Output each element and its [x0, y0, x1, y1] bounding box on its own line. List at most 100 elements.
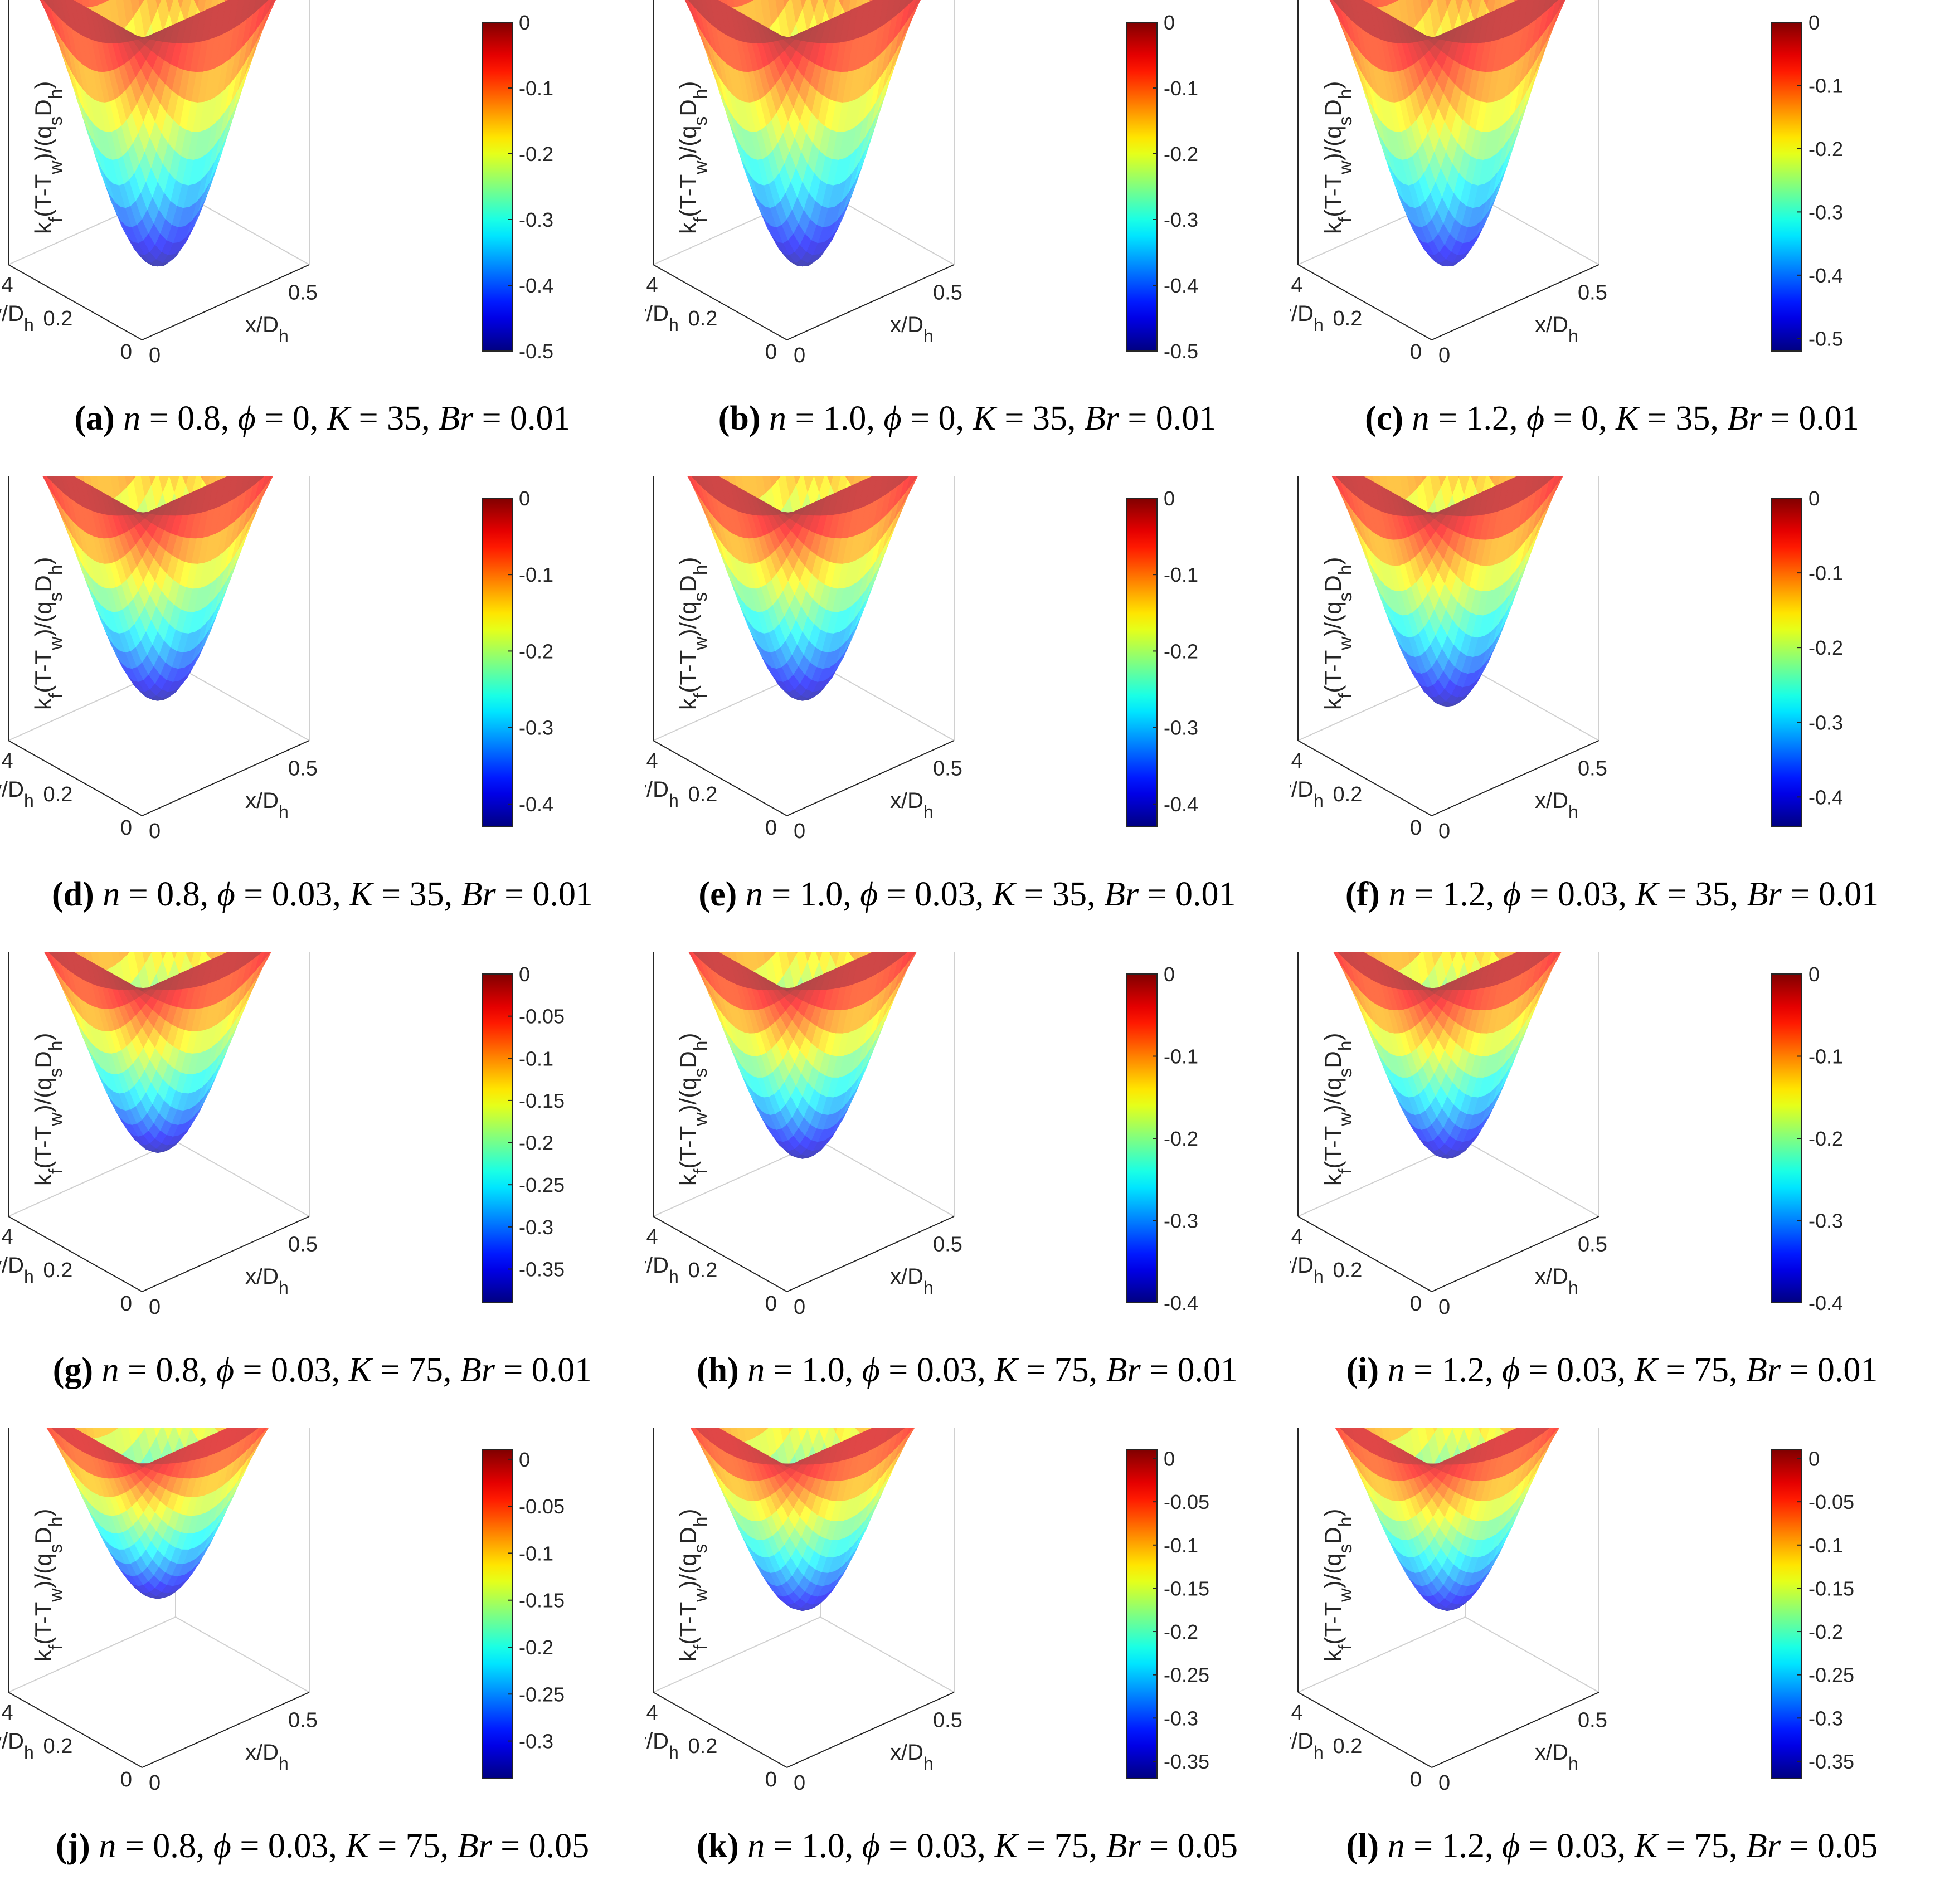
caption-i: (i) n = 1.2, ϕ = 0.03, K = 75, Br = 0.01	[1290, 1351, 1934, 1390]
z-tick-label: -0.4	[0, 194, 1, 217]
colorbar-tick-label: 0	[519, 1448, 530, 1471]
caption-n-symbol: n	[99, 1827, 116, 1865]
z-axis-label: kf(T-Tw)/(qsDh)	[30, 557, 66, 710]
ticks-k: -0.4-0.2000.500.20.4	[645, 1501, 962, 1795]
colorbar-tick-label: 0	[1164, 487, 1175, 510]
colorbar-tick-label: -0.1	[1164, 1045, 1198, 1068]
caption-letter: (b)	[718, 400, 761, 437]
colorbar-tick-label: -0.1	[1164, 563, 1198, 586]
caption-n-symbol: n	[769, 400, 786, 437]
ticks-i: -0.4-0.2000.500.20.4	[1290, 1025, 1607, 1319]
y-tick-label: 0.2	[688, 1735, 718, 1758]
surface-plot-i: -0.4-0.2000.500.20.4kf(T-Tw)/(qsDh)x/Dhy…	[1290, 952, 1843, 1319]
colorbar-tick-label: -0.3	[519, 1730, 553, 1753]
panel-b: -0.4-0.2000.500.20.4kf(T-Tw)/(qsDh)x/Dhy…	[645, 0, 1290, 476]
caption-n-value: = 1.0,	[762, 875, 860, 913]
colorbar-tick-label: -0.2	[1164, 640, 1198, 663]
caption-k-value: = 75,	[1017, 1351, 1106, 1389]
x-axis-label: x/Dh	[245, 788, 289, 822]
colorbar-tick-label: -0.1	[519, 563, 553, 586]
colorbar-tick-label: -0.4	[519, 274, 553, 297]
caption-br-symbol: Br	[1727, 400, 1762, 437]
colorbar-tick-label: -0.35	[519, 1258, 565, 1280]
surface-plot-d: -0.4-0.2000.500.20.4kf(T-Tw)/(qsDh)x/Dhy…	[0, 476, 553, 843]
y-tick-label: 0	[120, 816, 132, 840]
caption-br-symbol: Br	[439, 400, 474, 437]
caption-k-symbol: K	[327, 400, 351, 437]
colorbar-c: 0 -0.1 -0.2 -0.3 -0.4 -0.5	[1771, 11, 1843, 352]
colorbar-tick-label: -0.2	[1808, 138, 1843, 160]
colorbar-tick-label: -0.4	[1164, 274, 1198, 297]
caption-phi-value: = 0,	[1544, 400, 1616, 437]
colorbar-tick-label: 0	[1164, 11, 1175, 34]
panel-c: -0.4-0.2000.500.20.4kf(T-Tw)/(qsDh)x/Dhy…	[1290, 0, 1934, 476]
caption-d: (d) n = 0.8, ϕ = 0.03, K = 35, Br = 0.01	[0, 875, 645, 914]
caption-k-symbol: K	[1634, 1827, 1657, 1865]
caption-k-value: = 35,	[1658, 875, 1747, 913]
caption-phi-value: = 0.03,	[878, 875, 993, 913]
caption-br-symbol: Br	[461, 875, 496, 913]
z-axis-label: kf(T-Tw)/(qsDh)	[1320, 1509, 1356, 1662]
colorbar-tick-label: -0.2	[519, 640, 553, 663]
caption-n-symbol: n	[1412, 400, 1430, 437]
axis-lines-e	[653, 476, 955, 816]
colorbar-tick-label: -0.1	[1164, 77, 1198, 100]
surface-plot-k: -0.4-0.2000.500.20.4kf(T-Tw)/(qsDh)x/Dhy…	[645, 1428, 1209, 1795]
colorbar-tick-label: -0.05	[1164, 1491, 1209, 1513]
x-axis-label: x/Dh	[245, 1264, 289, 1298]
z-axis-label: kf(T-Tw)/(qsDh)	[30, 81, 66, 234]
colorbar-tick-label: -0.05	[1808, 1491, 1854, 1513]
x-axis-label: x/Dh	[1535, 313, 1578, 346]
surface-plot-b: -0.4-0.2000.500.20.4kf(T-Tw)/(qsDh)x/Dhy…	[645, 0, 1198, 367]
panel-a: -0.4-0.2000.500.20.4kf(T-Tw)/(qsDh)x/Dhy…	[0, 0, 645, 476]
caption-phi-value: = 0.03,	[234, 1351, 349, 1389]
colorbar-tick-label: -0.2	[519, 143, 553, 165]
y-axis-label: y/Dh	[0, 301, 34, 335]
caption-j: (j) n = 0.8, ϕ = 0.03, K = 75, Br = 0.05	[0, 1827, 645, 1866]
colorbar-i: 0 -0.1 -0.2 -0.3 -0.4	[1771, 963, 1843, 1314]
y-tick-label: 0.2	[1333, 1735, 1363, 1758]
x-tick-label: 0	[794, 1771, 805, 1795]
caption-phi-value: = 0.03,	[1520, 1827, 1635, 1865]
panel-g: -0.4-0.2000.500.20.4kf(T-Tw)/(qsDh)x/Dhy…	[0, 952, 645, 1428]
colorbar-tick-label: -0.3	[1164, 1707, 1198, 1730]
caption-letter: (k)	[696, 1827, 739, 1865]
caption-k-symbol: K	[1634, 1351, 1657, 1389]
surface-l	[1335, 1428, 1560, 1611]
caption-n-value: = 1.2,	[1406, 875, 1503, 913]
surface-i	[1333, 952, 1562, 1159]
surface-plot-j: -0.4-0.2000.500.20.4kf(T-Tw)/(qsDh)x/Dhy…	[0, 1428, 565, 1795]
x-tick-label: 0.5	[1578, 757, 1607, 781]
y-tick-label: 0	[1410, 816, 1422, 840]
caption-k-value: = 35,	[350, 400, 439, 437]
colorbar-b: 0 -0.1 -0.2 -0.3 -0.4 -0.5	[1126, 11, 1198, 363]
x-tick-label: 0	[149, 1771, 161, 1795]
caption-n-value: = 0.8,	[120, 875, 217, 913]
panel-f: -0.4-0.2000.500.20.4kf(T-Tw)/(qsDh)x/Dhy…	[1290, 476, 1934, 952]
z-axis-label: kf(T-Tw)/(qsDh)	[1320, 1033, 1356, 1186]
caption-phi-value: = 0.03,	[231, 1827, 346, 1865]
caption-n-value: = 1.2,	[1404, 1827, 1503, 1865]
y-tick-label: 0	[765, 816, 777, 840]
colorbar-tick-label: -0.15	[1164, 1577, 1209, 1600]
surface-c	[1329, 0, 1565, 267]
caption-letter: (l)	[1346, 1827, 1379, 1865]
y-axis-label: y/Dh	[645, 1253, 679, 1287]
x-tick-label: 0.5	[288, 281, 318, 305]
z-tick-label: -0.4	[0, 1146, 1, 1169]
panel-h: -0.4-0.2000.500.20.4kf(T-Tw)/(qsDh)x/Dhy…	[645, 952, 1290, 1428]
caption-e: (e) n = 1.0, ϕ = 0.03, K = 35, Br = 0.01	[645, 875, 1290, 914]
caption-br-value: = 0.01	[494, 1351, 592, 1389]
y-tick-label: 0.4	[645, 749, 658, 773]
caption-phi-symbol: ϕ	[1526, 400, 1545, 437]
colorbar-tick-label: -0.3	[1808, 711, 1843, 734]
y-axis-label: y/Dh	[1290, 1729, 1324, 1762]
surface-g	[43, 952, 271, 1153]
caption-k-value: = 35,	[995, 400, 1085, 437]
x-axis-label: x/Dh	[890, 788, 934, 822]
colorbar-tick-label: -0.4	[1808, 264, 1843, 287]
colorbar-k: 0 -0.05 -0.1 -0.15 -0.2 -0.25 -0.3 -0.35	[1126, 1448, 1209, 1779]
colorbar-tick-label: -0.1	[519, 1542, 553, 1565]
ticks-h: -0.4-0.2000.500.20.4	[645, 1025, 962, 1319]
